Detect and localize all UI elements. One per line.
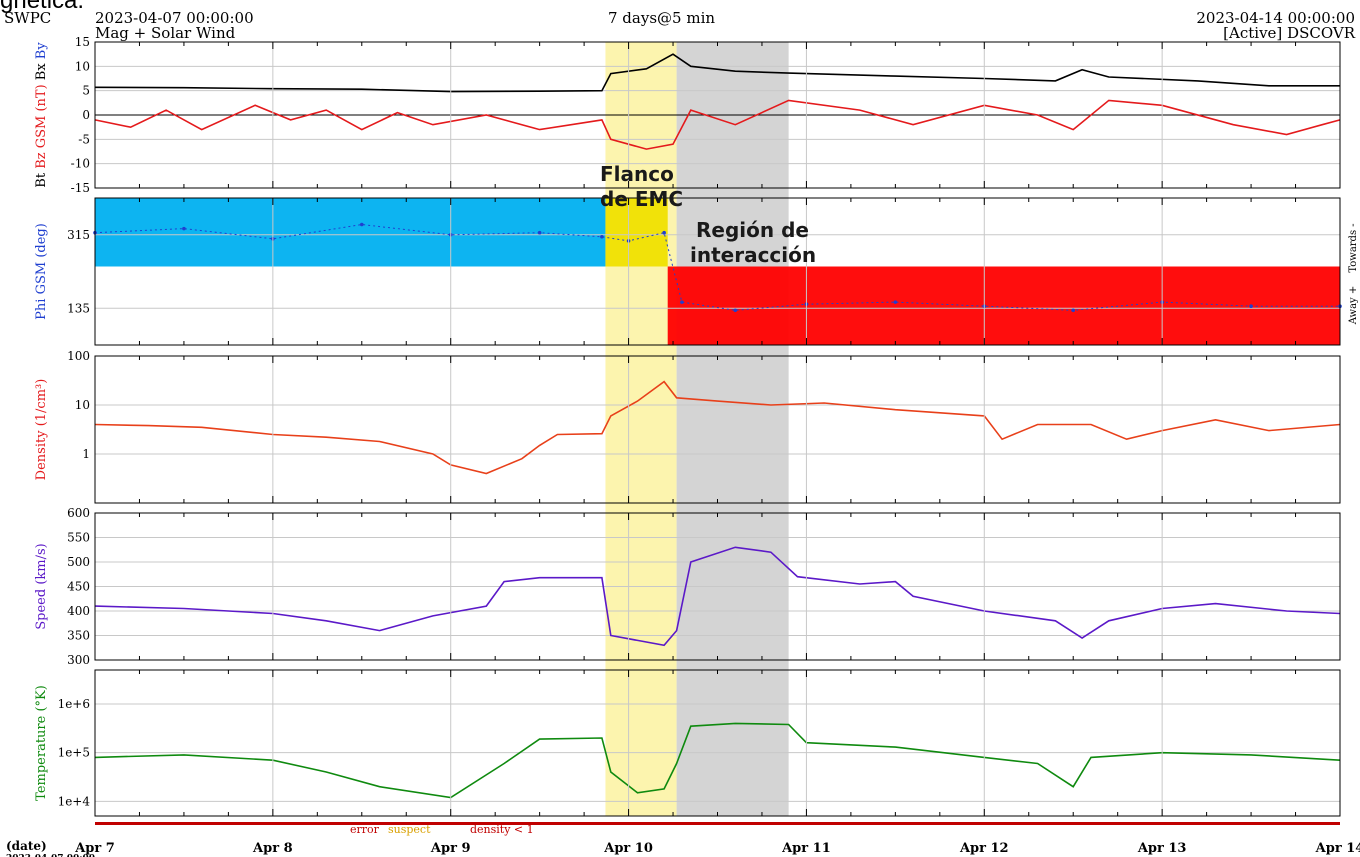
series-line-phi-0 xyxy=(94,223,1340,311)
phi-point-14 xyxy=(1071,308,1076,313)
ytick-label-mag-3: 0 xyxy=(82,108,90,122)
panel-mag: -15 -10 -5 0 5 10 15 Bt Bz GSM (nT) Bx By xyxy=(34,35,1341,195)
panel-frame-mag xyxy=(94,41,1341,189)
phi-point-16 xyxy=(1249,304,1253,309)
panel-frame-speed xyxy=(94,512,1341,661)
status-bar xyxy=(95,822,1340,825)
xtick-label-6: Apr 13 xyxy=(1137,841,1187,856)
status-legend-1: suspect xyxy=(388,823,431,836)
phi-point-9 xyxy=(680,300,684,304)
region-band-0 xyxy=(605,42,677,816)
phi-point-1 xyxy=(182,226,186,231)
xtick-label-7: Apr 14 xyxy=(1315,841,1360,856)
phi-sector-2 xyxy=(667,266,1340,345)
ytick-label-speed-6: 600 xyxy=(67,506,90,520)
ylabel-mag-part-1: Bz GSM (nT) xyxy=(34,80,49,169)
interaction-region-annotation: Región de interacción xyxy=(690,218,816,268)
xtick-label-5: Apr 12 xyxy=(959,841,1009,856)
phi-point-12 xyxy=(893,300,898,304)
xtick-label-0: Apr 7 xyxy=(74,841,115,856)
series-line-mag-1 xyxy=(94,99,1341,150)
ytick-label-phi-1: 315 xyxy=(67,228,90,242)
status-legend-2: density < 1 xyxy=(470,823,534,836)
panel-frame-density xyxy=(94,355,1341,504)
panel-temperature: 1e+4 1e+5 1e+6 Temperature (°K) xyxy=(34,669,1341,817)
xaxis-label: (date) xyxy=(6,839,47,853)
ytick-label-mag-1: -10 xyxy=(71,157,90,171)
phi-sector-1 xyxy=(605,198,668,267)
ytick-label-mag-6: 15 xyxy=(75,35,90,49)
panel-speed: 300 350 400 450 500 550 600 Speed (km/s) xyxy=(34,506,1341,667)
xtick-label-4: Apr 11 xyxy=(781,841,831,856)
source-label: SWPC xyxy=(4,9,52,27)
interaction-annotation-line1: Región de xyxy=(696,218,809,242)
ylabel-speed: Speed (km/s) xyxy=(34,543,49,629)
ytick-label-mag-5: 10 xyxy=(75,59,90,73)
phi-point-8 xyxy=(662,230,666,235)
ytick-label-speed-4: 500 xyxy=(67,555,90,569)
ytick-label-speed-2: 400 xyxy=(67,604,90,618)
ytick-label-mag-0: -15 xyxy=(71,181,90,195)
ytick-label-density-2: 100 xyxy=(67,349,90,363)
panel-density: 1 10 100 Density (1/cm³) xyxy=(34,349,1341,504)
phi-point-3 xyxy=(359,222,364,227)
ytick-label-density-0: 1 xyxy=(82,447,90,461)
ylabel-mag: Bt Bz GSM (nT) Bx By xyxy=(34,42,49,188)
interaction-annotation-line2: interacción xyxy=(690,243,817,267)
ytick-label-temperature-0: 1e+4 xyxy=(58,794,91,808)
cme-annotation-line2: de EMC xyxy=(600,187,684,211)
phi-right-label-away: Away + xyxy=(1348,286,1359,326)
start-time: 2023-04-07 00:00:00 xyxy=(95,9,254,27)
ytick-label-phi-0: 135 xyxy=(67,301,90,315)
satellite-label: [Active] DSCOVR xyxy=(1223,24,1355,42)
cme-flank-annotation: Flanco de EMC xyxy=(600,162,683,212)
xtick-label-3: Apr 10 xyxy=(603,841,653,856)
panel-frame-temperature xyxy=(94,669,1341,817)
phi-right-label-towards: Towards - xyxy=(1348,223,1359,272)
ytick-label-temperature-2: 1e+6 xyxy=(58,697,90,711)
xaxis-sublabel: 2023-04-07 00:00 xyxy=(6,854,95,857)
series-line-temperature-0 xyxy=(94,722,1341,799)
ytick-label-speed-1: 350 xyxy=(67,629,90,643)
cropped-caption-text: gnética. xyxy=(0,0,85,14)
panel-phi: 135 315 Phi GSM (deg) Towards - Away + xyxy=(34,197,1359,346)
ylabel-phi: Phi GSM (deg) xyxy=(34,223,49,320)
xtick-label-2: Apr 9 xyxy=(430,841,471,856)
ylabel-density: Density (1/cm³) xyxy=(34,379,49,481)
time-span: 7 days@5 min xyxy=(608,9,716,27)
end-time: 2023-04-14 00:00:00 xyxy=(1196,9,1355,27)
ylabel-mag-part-3: By xyxy=(34,42,49,60)
ytick-label-mag-4: 5 xyxy=(82,84,90,98)
ytick-label-speed-0: 300 xyxy=(67,653,90,667)
ylabel-mag-part-0: Bt xyxy=(34,169,49,188)
series-line-speed-0 xyxy=(94,546,1341,647)
series-line-mag-0 xyxy=(94,53,1340,93)
status-legend-0: error xyxy=(350,823,380,836)
ylabel-mag-part-2: Bx xyxy=(34,59,49,80)
xtick-label-1: Apr 8 xyxy=(252,841,293,856)
ylabel-temperature: Temperature (°K) xyxy=(34,685,49,801)
ytick-label-speed-5: 550 xyxy=(67,531,90,545)
region-band-1 xyxy=(676,42,789,816)
panel-frame-phi xyxy=(94,197,1341,346)
phi-point-5 xyxy=(537,230,542,235)
phi-point-6 xyxy=(600,234,604,239)
ytick-label-density-1: 10 xyxy=(75,398,90,412)
ytick-label-temperature-1: 1e+5 xyxy=(58,746,90,760)
product-name: Mag + Solar Wind xyxy=(95,24,236,42)
cme-annotation-line1: Flanco xyxy=(600,162,674,186)
phi-point-10 xyxy=(733,308,738,313)
ytick-label-speed-3: 450 xyxy=(67,580,90,594)
series-line-density-0 xyxy=(94,380,1341,475)
phi-sector-0 xyxy=(95,198,606,267)
ytick-label-mag-2: -5 xyxy=(78,132,90,146)
